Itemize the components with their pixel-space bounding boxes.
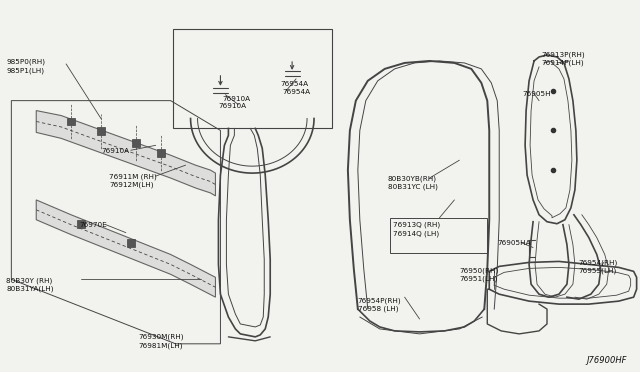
Text: 76950(RH)
76951(LH): 76950(RH) 76951(LH)	[460, 267, 499, 282]
Bar	[127, 238, 135, 247]
Text: 76905HA: 76905HA	[497, 240, 531, 246]
Bar	[157, 149, 164, 157]
Text: 76910A: 76910A	[218, 103, 246, 109]
Text: J76900HF: J76900HF	[586, 356, 627, 365]
Text: 76970E: 76970E	[79, 222, 107, 228]
Text: 80B30Y (RH)
80B31YA(LH): 80B30Y (RH) 80B31YA(LH)	[6, 277, 54, 292]
Polygon shape	[36, 110, 216, 196]
Text: 76905H: 76905H	[522, 91, 551, 97]
Bar	[132, 140, 140, 147]
Text: 76954A: 76954A	[280, 81, 308, 87]
Bar	[67, 118, 75, 125]
Text: 76913P(RH)
76914P(LH): 76913P(RH) 76914P(LH)	[541, 51, 585, 66]
Text: 76911M (RH)
76912M(LH): 76911M (RH) 76912M(LH)	[109, 173, 157, 188]
Polygon shape	[36, 200, 216, 297]
Bar	[97, 128, 105, 135]
Text: 76913Q (RH)
76914Q (LH): 76913Q (RH) 76914Q (LH)	[393, 222, 440, 237]
Text: 76910A: 76910A	[223, 96, 250, 102]
Text: 76930M(RH)
76981M(LH): 76930M(RH) 76981M(LH)	[138, 334, 184, 349]
Text: 76954P(RH)
76958 (LH): 76954P(RH) 76958 (LH)	[358, 297, 401, 312]
Text: 80B30YB(RH)
80B31YC (LH): 80B30YB(RH) 80B31YC (LH)	[388, 175, 438, 190]
Text: 985P0(RH)
985P1(LH): 985P0(RH) 985P1(LH)	[6, 59, 45, 74]
Bar	[77, 220, 85, 228]
Text: 76954A: 76954A	[282, 89, 310, 95]
Text: 76954(RH)
76955(LH): 76954(RH) 76955(LH)	[579, 259, 618, 275]
Bar	[173, 29, 332, 128]
Text: 76910A: 76910A	[101, 148, 129, 154]
Bar	[390, 218, 487, 253]
